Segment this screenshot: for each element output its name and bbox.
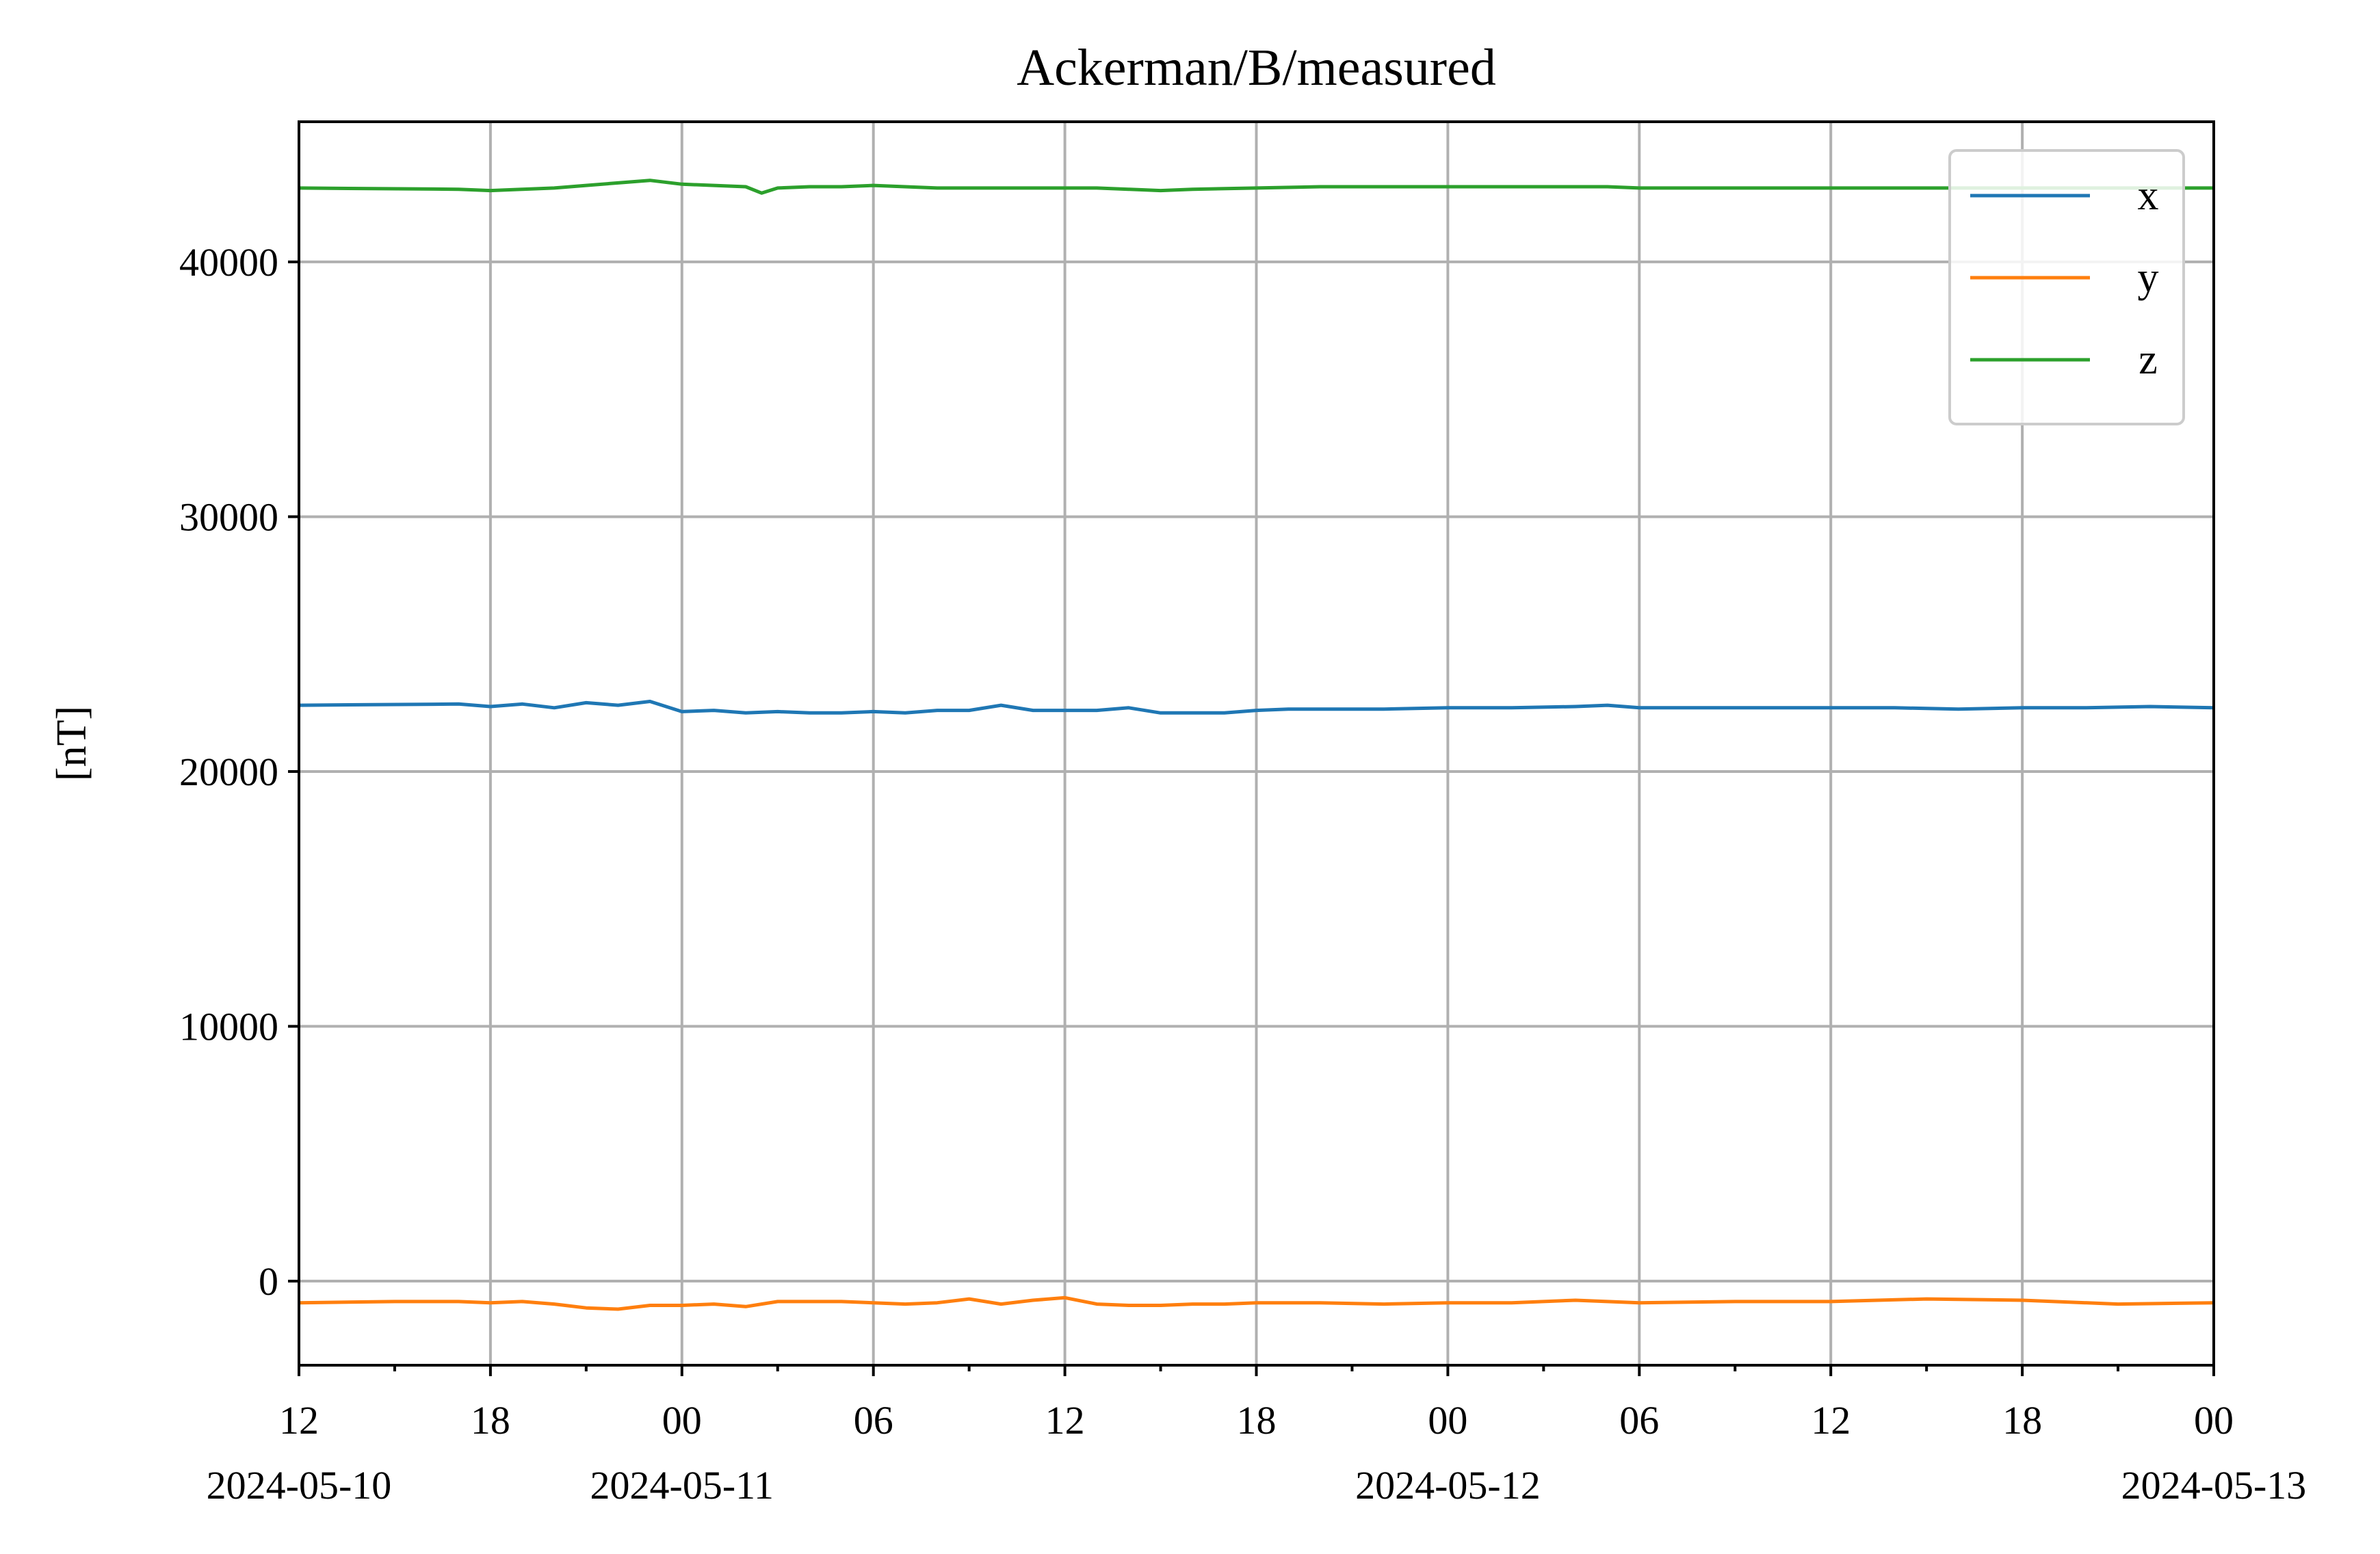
legend-box bbox=[1948, 149, 2185, 425]
x-tick-label: 18 bbox=[1237, 1398, 1277, 1443]
series-lines bbox=[298, 179, 2214, 1311]
x-tick-label: 06 bbox=[1619, 1398, 1659, 1443]
y-axis-label: [nT] bbox=[49, 706, 95, 781]
y-tick-label: 20000 bbox=[179, 750, 278, 794]
y-tick-label: 40000 bbox=[179, 240, 278, 285]
x-tick-date-label: 2024-05-11 bbox=[590, 1463, 774, 1507]
legend-label-z: z bbox=[2139, 337, 2158, 383]
x-tick-label: 00 bbox=[1428, 1398, 1467, 1443]
chart-title: Ackerman/B/measured bbox=[1017, 39, 1496, 96]
legend: xyz bbox=[1948, 149, 2185, 425]
y-tick-label: 30000 bbox=[179, 495, 278, 539]
y-tick-label: 10000 bbox=[179, 1005, 278, 1049]
x-tick-label: 18 bbox=[471, 1398, 510, 1443]
series-line-y bbox=[298, 1295, 2214, 1311]
legend-label-x: x bbox=[2138, 172, 2159, 219]
x-tick-label: 12 bbox=[1045, 1398, 1085, 1443]
x-tick-label: 18 bbox=[2002, 1398, 2042, 1443]
axis-ticks: 12 2024-05-10 18 00 2024-05-11 06 12 18 00 2024-0… bbox=[179, 240, 2306, 1507]
y-tick-label: 0 bbox=[259, 1259, 278, 1304]
x-tick-label: 00 bbox=[2194, 1398, 2234, 1443]
x-tick-label: 00 bbox=[662, 1398, 702, 1443]
legend-label-y: y bbox=[2138, 254, 2159, 301]
x-tick-label: 12 bbox=[279, 1398, 319, 1443]
x-tick-label: 06 bbox=[854, 1398, 893, 1443]
x-tick-label: 12 bbox=[1811, 1398, 1851, 1443]
series-line-x bbox=[298, 700, 2214, 715]
x-tick-date-label: 2024-05-12 bbox=[1355, 1463, 1541, 1507]
x-tick-date-label: 2024-05-13 bbox=[2121, 1463, 2307, 1507]
series-line-z bbox=[298, 179, 2214, 195]
x-tick-date-label: 2024-05-10 bbox=[207, 1463, 392, 1507]
